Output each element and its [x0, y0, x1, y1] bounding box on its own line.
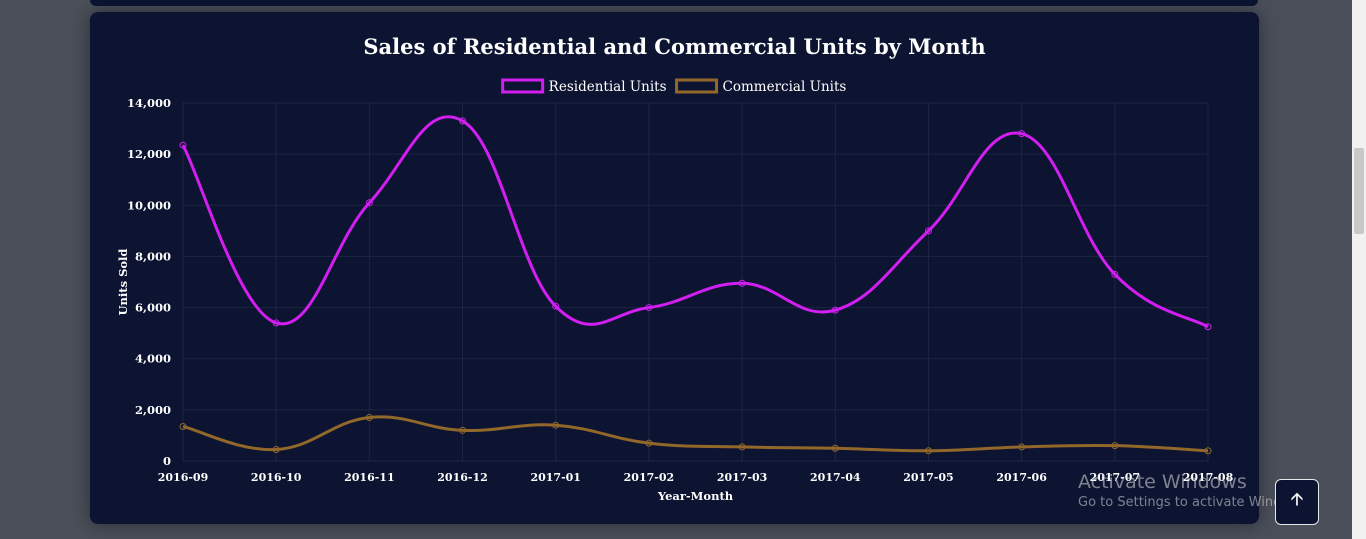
previous-card-edge — [90, 0, 1258, 6]
commercial-units-point — [272, 445, 280, 453]
line-chart: 0 2,000 4,000 6,000 8,000 10,000 12,000 14,000 2… — [116, 78, 1234, 503]
x-tick-label: 2016-10 — [251, 471, 302, 484]
residential-units-point — [831, 306, 839, 314]
y-tick-label: 10,000 — [127, 198, 171, 212]
residential-units-point — [272, 319, 280, 327]
legend-label-residential-units: Residential Units — [549, 79, 667, 95]
x-tick-label: 2016-11 — [344, 471, 395, 484]
residential-units-point — [1204, 323, 1212, 331]
commercial-units-point — [179, 422, 187, 430]
residential-units-point — [738, 279, 746, 287]
page-scrollbar-track[interactable] — [1352, 0, 1366, 539]
y-tick-label: 12,000 — [127, 147, 171, 161]
commercial-units-point — [1111, 442, 1119, 450]
residential-units-point — [365, 199, 373, 207]
y-tick-label: 2,000 — [135, 403, 171, 417]
y-tick-label: 6,000 — [135, 301, 171, 315]
commercial-units-point — [1018, 443, 1026, 451]
x-tick-label: 2017-07 — [1090, 471, 1141, 484]
chart-card: Sales of Residential and Commercial Unit… — [90, 12, 1259, 524]
commercial-units-point — [924, 447, 932, 455]
commercial-units-line — [182, 415, 1209, 453]
x-axis-title: Year-Month — [657, 489, 734, 503]
x-tick-label: 2017-01 — [530, 471, 581, 484]
y-tick-label: 0 — [163, 454, 171, 468]
x-tick-label: 2016-12 — [437, 471, 488, 484]
residential-units-point — [1018, 130, 1026, 138]
scroll-to-top-button[interactable]: 🡩 — [1275, 479, 1319, 525]
residential-units-point — [459, 117, 467, 125]
arrow-up-icon: 🡩 — [1290, 489, 1304, 510]
chart-title: Sales of Residential and Commercial Unit… — [363, 34, 986, 59]
y-tick-label: 14,000 — [127, 96, 171, 110]
x-tick-label: 2017-03 — [717, 471, 768, 484]
x-tick-label: 2016-09 — [158, 471, 209, 484]
residential-units-point — [1111, 270, 1119, 278]
residential-units-point — [179, 141, 187, 149]
commercial-units-point — [459, 426, 467, 434]
legend-swatch-commercial-units — [675, 78, 719, 94]
residential-units-point — [552, 302, 560, 310]
y-axis-title: Units Sold — [116, 249, 130, 316]
x-tick-label: 2017-02 — [624, 471, 675, 484]
x-tick-label: 2017-05 — [903, 471, 954, 484]
x-tick-label: 2017-08 — [1183, 471, 1234, 484]
commercial-units-point — [831, 444, 839, 452]
y-tick-label: 4,000 — [135, 352, 171, 366]
residential-units-point — [645, 304, 653, 312]
commercial-units-point — [1204, 447, 1212, 455]
commercial-units-point — [365, 414, 373, 422]
watermark-subtitle: Go to Settings to activate Windows. — [1078, 495, 1311, 510]
legend-label-commercial-units: Commercial Units — [723, 79, 847, 95]
activate-windows-watermark: Activate Windows Go to Settings to activ… — [1078, 470, 1311, 512]
x-tick-label: 2017-04 — [810, 471, 861, 484]
commercial-units-point — [552, 421, 560, 429]
commercial-units-point — [645, 439, 653, 447]
commercial-units-point — [738, 443, 746, 451]
x-tick-label: 2017-06 — [996, 471, 1047, 484]
page-scrollbar-thumb[interactable] — [1354, 148, 1364, 234]
residential-units-line — [181, 115, 1209, 329]
y-tick-label: 8,000 — [135, 249, 171, 263]
watermark-title: Activate Windows — [1078, 471, 1247, 493]
residential-units-point — [924, 227, 932, 235]
legend-swatch-residential-units — [501, 78, 545, 94]
